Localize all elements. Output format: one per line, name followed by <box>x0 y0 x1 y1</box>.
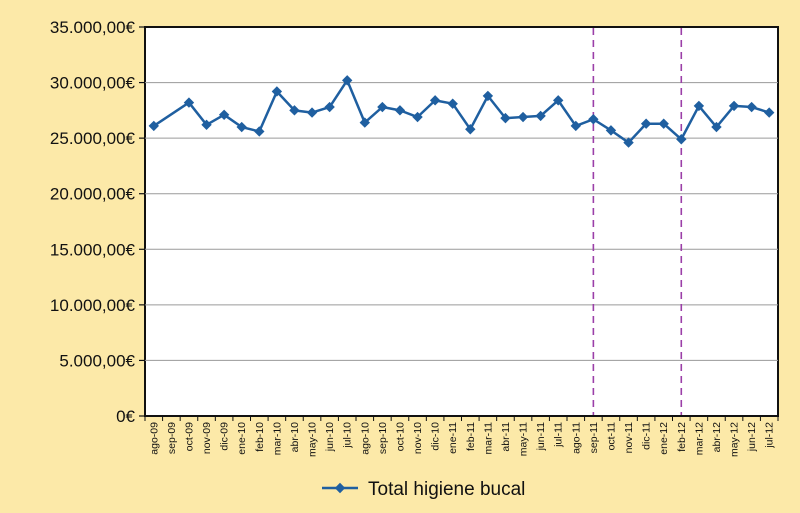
data-point <box>711 121 722 133</box>
data-point <box>394 105 406 116</box>
x-tick-label: feb-10 <box>254 422 266 452</box>
data-point <box>764 107 775 118</box>
x-tick-label: sep-10 <box>377 422 389 454</box>
data-point <box>588 114 599 125</box>
x-tick-label: dic-10 <box>430 422 442 451</box>
x-tick-label: ene-12 <box>658 422 670 455</box>
x-tick-label: mar-11 <box>482 422 494 455</box>
data-point <box>377 101 388 113</box>
x-tick-label: oct-11 <box>605 422 617 451</box>
plot-area <box>144 26 779 417</box>
x-tick-label: feb-11 <box>465 422 477 451</box>
x-tick-label: ago-09 <box>148 422 160 455</box>
x-tick-label: sep-09 <box>166 422 178 454</box>
x-tick-label: jun-10 <box>324 422 336 452</box>
reference-lines <box>592 28 683 415</box>
data-point <box>429 95 441 106</box>
data-point <box>482 90 494 102</box>
y-axis: 0€ 5.000,00€ 10.000,00€ 15.000,00€ 20.000,00… <box>50 18 145 426</box>
x-tick-label: mar-12 <box>693 422 705 455</box>
x-tick-label: oct-10 <box>394 422 406 451</box>
x-tick-label: nov-09 <box>201 422 213 454</box>
data-point <box>728 100 740 112</box>
y-tick-label: 5.000,00€ <box>59 351 135 370</box>
x-tick-label: oct-09 <box>183 422 195 451</box>
y-tick-label: 35.000,00€ <box>50 18 136 37</box>
data-point <box>236 121 247 133</box>
data-point <box>676 134 687 145</box>
x-tick-label: may-10 <box>307 422 319 457</box>
data-point <box>359 117 370 128</box>
data-point <box>324 101 335 113</box>
data-point <box>623 137 634 148</box>
legend: Total higiene bucal <box>322 479 525 500</box>
x-tick-label: jun-11 <box>535 422 547 452</box>
data-point <box>500 112 511 124</box>
x-tick-label: ene-11 <box>447 422 459 454</box>
data-point <box>658 118 669 129</box>
data-point <box>605 125 617 136</box>
data-point <box>412 111 423 123</box>
y-tick-label: 25.000,00€ <box>50 129 136 148</box>
x-tick-label: nov-10 <box>412 422 424 454</box>
x-tick-label: ene-10 <box>236 422 248 455</box>
y-tick-label: 10.000,00€ <box>50 296 136 315</box>
x-tick-label: may-11 <box>518 422 530 456</box>
x-tick-label: ago-11 <box>570 422 582 454</box>
y-tick-label: 30.000,00€ <box>50 74 136 93</box>
data-point <box>517 111 529 123</box>
x-tick-label: may-12 <box>729 422 741 457</box>
x-axis: ago-09 sep-09 oct-09 nov-09 dic-09 ene-10 feb-… <box>144 416 779 457</box>
data-point <box>201 119 212 131</box>
x-tick-label: abr-11 <box>500 422 512 452</box>
x-tick-label: feb-12 <box>676 422 688 452</box>
x-tick-label: dic-09 <box>219 422 231 451</box>
data-point <box>218 109 230 121</box>
data-point <box>465 124 476 135</box>
x-tick-label: sep-11 <box>588 422 600 453</box>
data-point <box>746 101 757 113</box>
data-point <box>342 75 353 86</box>
data-point <box>254 126 265 137</box>
x-tick-label: abr-12 <box>711 422 723 453</box>
x-tick-label: jul-12 <box>764 422 776 449</box>
y-tick-label: 15.000,00€ <box>50 240 136 259</box>
data-point <box>306 107 318 118</box>
data-point <box>640 118 652 129</box>
legend-marker <box>334 482 346 494</box>
series <box>148 75 775 148</box>
x-tick-label: jun-12 <box>746 422 758 452</box>
legend-label: Total higiene bucal <box>368 479 525 500</box>
gridlines <box>145 82 778 361</box>
x-tick-label: ago-10 <box>359 422 371 455</box>
data-point <box>289 105 300 116</box>
data-point <box>271 86 283 97</box>
y-tick-label: 20.000,00€ <box>50 185 136 204</box>
data-point <box>570 120 581 132</box>
data-point <box>148 120 159 132</box>
x-tick-label: mar-10 <box>271 422 283 455</box>
data-point <box>535 110 546 122</box>
y-tick-label: 0€ <box>116 407 135 426</box>
x-tick-label: abr-10 <box>289 422 301 453</box>
x-tick-label: dic-11 <box>641 422 653 450</box>
data-point <box>693 100 705 112</box>
data-point <box>183 97 195 108</box>
data-point <box>553 95 564 106</box>
x-tick-label: nov-11 <box>623 422 635 453</box>
x-tick-label: jul-11 <box>553 422 565 448</box>
data-point <box>447 98 458 109</box>
x-tick-label: jul-10 <box>342 422 354 449</box>
